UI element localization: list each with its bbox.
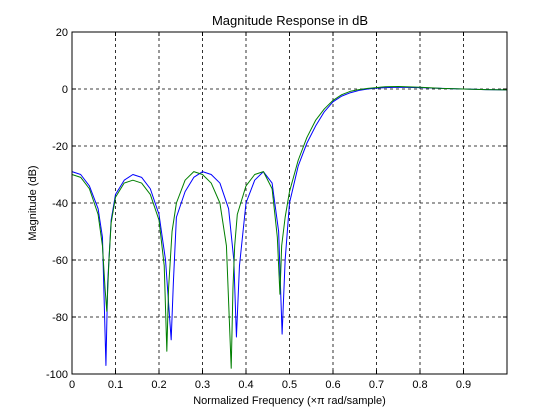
x-tick-label: 0.4 — [238, 379, 253, 391]
y-tick-label: -60 — [52, 255, 68, 267]
x-axis-label: Normalized Frequency (×π rad/sample) — [193, 395, 386, 407]
y-tick-label: -20 — [52, 141, 68, 153]
y-tick-label: -100 — [46, 369, 68, 381]
series-lines — [71, 85, 508, 369]
y-tick-label: -40 — [52, 198, 68, 210]
grid-lines — [72, 32, 507, 374]
x-tick-label: 0.2 — [151, 379, 166, 391]
y-tick-label: 20 — [56, 27, 68, 39]
y-tick-label: 0 — [62, 84, 68, 96]
axis-ticks: 0 0.1 0.2 0.3 0.4 0.5 0.6 0.7 0.8 0.9 20 0 -20 -40 -60… — [46, 27, 507, 391]
y-tick-label: -80 — [52, 312, 68, 324]
chart-title: Magnitude Response in dB — [212, 13, 368, 28]
x-tick-label: 0 — [69, 379, 75, 391]
x-tick-label: 0.1 — [108, 379, 123, 391]
series-line-2 — [71, 85, 508, 369]
x-tick-label: 0.5 — [282, 379, 297, 391]
x-tick-label: 0.8 — [412, 379, 427, 391]
series-line-1 — [71, 86, 508, 366]
y-axis-label: Magnitude (dB) — [27, 165, 39, 240]
x-tick-label: 0.9 — [456, 379, 471, 391]
x-tick-label: 0.3 — [195, 379, 210, 391]
x-tick-label: 0.7 — [369, 379, 384, 391]
x-tick-label: 0.6 — [325, 379, 340, 391]
